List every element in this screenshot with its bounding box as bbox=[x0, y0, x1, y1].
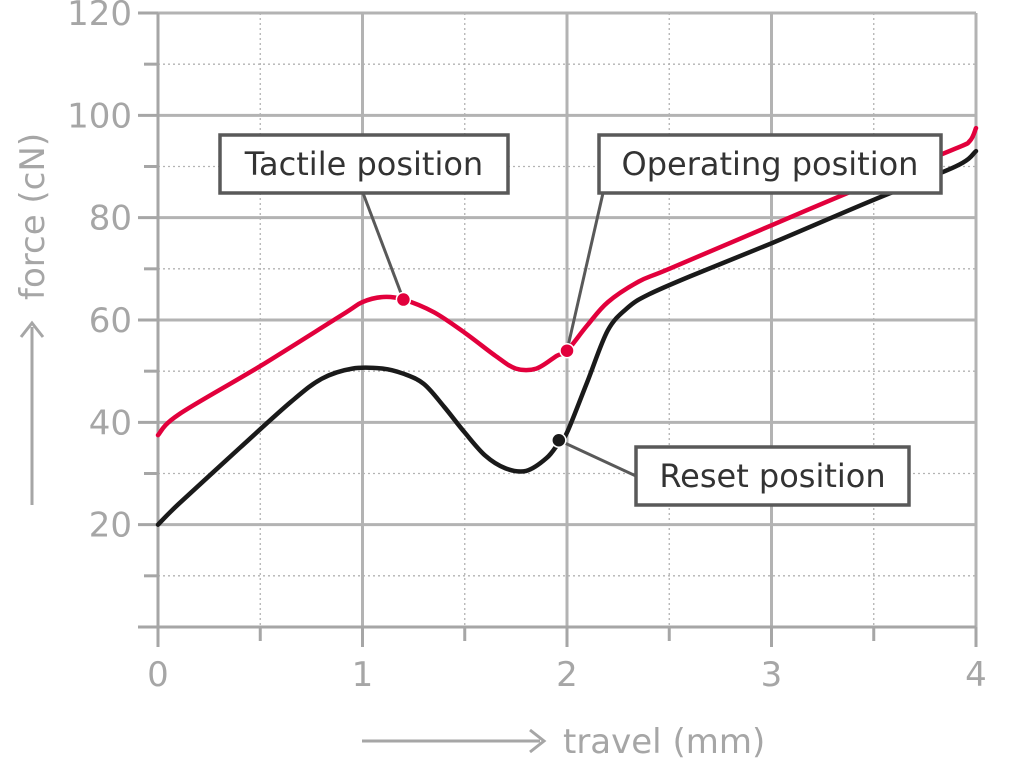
callout-marker bbox=[551, 432, 567, 448]
callout-label: Operating position bbox=[622, 145, 919, 183]
x-tick-label: 3 bbox=[761, 655, 783, 695]
y-axis-arrow-head bbox=[19, 320, 45, 338]
grid bbox=[158, 11, 978, 627]
x-axis-label: travel (mm) bbox=[563, 722, 765, 758]
y-axis-title: force (cN) bbox=[13, 133, 53, 505]
callout-box bbox=[634, 445, 911, 507]
x-axis-arrow-head bbox=[529, 728, 547, 754]
series-line-2 bbox=[155, 148, 979, 527]
x-tick-label: 0 bbox=[147, 655, 169, 695]
callout-label: Reset position bbox=[659, 457, 885, 495]
y-tick-label: 120 bbox=[67, 0, 132, 34]
series-line-1 bbox=[155, 125, 979, 438]
y-axis-label: force (cN) bbox=[13, 133, 53, 300]
tick-labels: 0 1 2 3 4 20 40 60 80 100 120 bbox=[67, 0, 987, 695]
y-tick-label: 80 bbox=[89, 199, 132, 239]
callout-label: Tactile position bbox=[244, 145, 483, 183]
y-tick-label: 100 bbox=[67, 96, 132, 136]
y-tick-label: 40 bbox=[89, 403, 132, 443]
axes bbox=[138, 11, 978, 647]
series-group bbox=[155, 125, 979, 527]
y-tick-label: 60 bbox=[89, 301, 132, 341]
callouts: Tactile position Operating position Reset … bbox=[218, 133, 943, 507]
callout-leader bbox=[565, 192, 605, 352]
callout-marker bbox=[559, 342, 575, 359]
callout-marker bbox=[395, 291, 412, 308]
callout-box bbox=[218, 133, 510, 195]
callout-leader bbox=[361, 192, 405, 301]
x-tick-label: 1 bbox=[352, 655, 374, 695]
x-tick-label: 4 bbox=[965, 655, 987, 695]
x-axis-title: travel (mm) bbox=[362, 722, 765, 758]
y-tick-label: 20 bbox=[89, 506, 132, 546]
callout-leader bbox=[558, 438, 637, 478]
callout-box bbox=[597, 133, 943, 195]
x-tick-label: 2 bbox=[556, 655, 578, 695]
